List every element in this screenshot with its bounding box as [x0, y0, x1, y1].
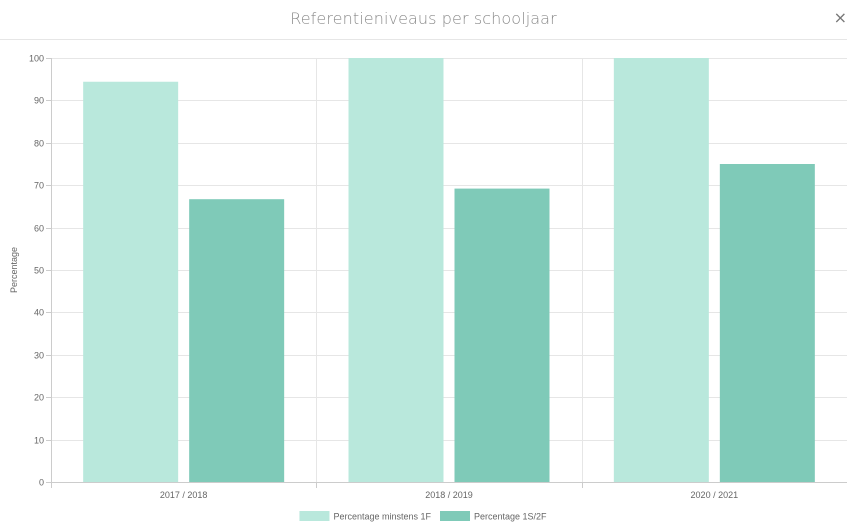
legend-swatch [440, 511, 471, 521]
y-axis-title: Percentage [9, 247, 19, 293]
bar-minstens-1f [613, 58, 709, 482]
legend-swatch [299, 511, 330, 521]
y-tick-label: 80 [34, 139, 44, 149]
x-tick-label: 2018 / 2019 [425, 490, 473, 500]
y-tick-label: 90 [34, 96, 44, 106]
y-tick-label: 50 [34, 266, 44, 276]
bar-1s-2f [454, 188, 550, 483]
y-tick-label: 30 [34, 351, 44, 361]
dialog-title: Referentieniveaus per schooljaar [290, 9, 557, 28]
bar-1s-2f [719, 164, 815, 482]
y-tick-label: 100 [29, 54, 44, 64]
bar-minstens-1f [83, 81, 179, 482]
legend-label: Percentage 1S/2F [474, 512, 547, 522]
legend-label: Percentage minstens 1F [333, 512, 431, 522]
bar-1s-2f [189, 199, 285, 482]
dialog-header: Referentieniveaus per schooljaar × [0, 0, 847, 40]
close-icon[interactable]: × [833, 8, 847, 27]
x-tick-label: 2020 / 2021 [691, 490, 739, 500]
y-tick-label: 20 [34, 393, 44, 403]
y-tick-label: 40 [34, 308, 44, 318]
bar-minstens-1f [348, 58, 444, 482]
y-tick-label: 70 [34, 181, 44, 191]
x-tick-label: 2017 / 2018 [160, 490, 208, 500]
y-tick-label: 0 [39, 478, 44, 488]
y-tick-label: 60 [34, 224, 44, 234]
y-tick-label: 10 [34, 436, 44, 446]
